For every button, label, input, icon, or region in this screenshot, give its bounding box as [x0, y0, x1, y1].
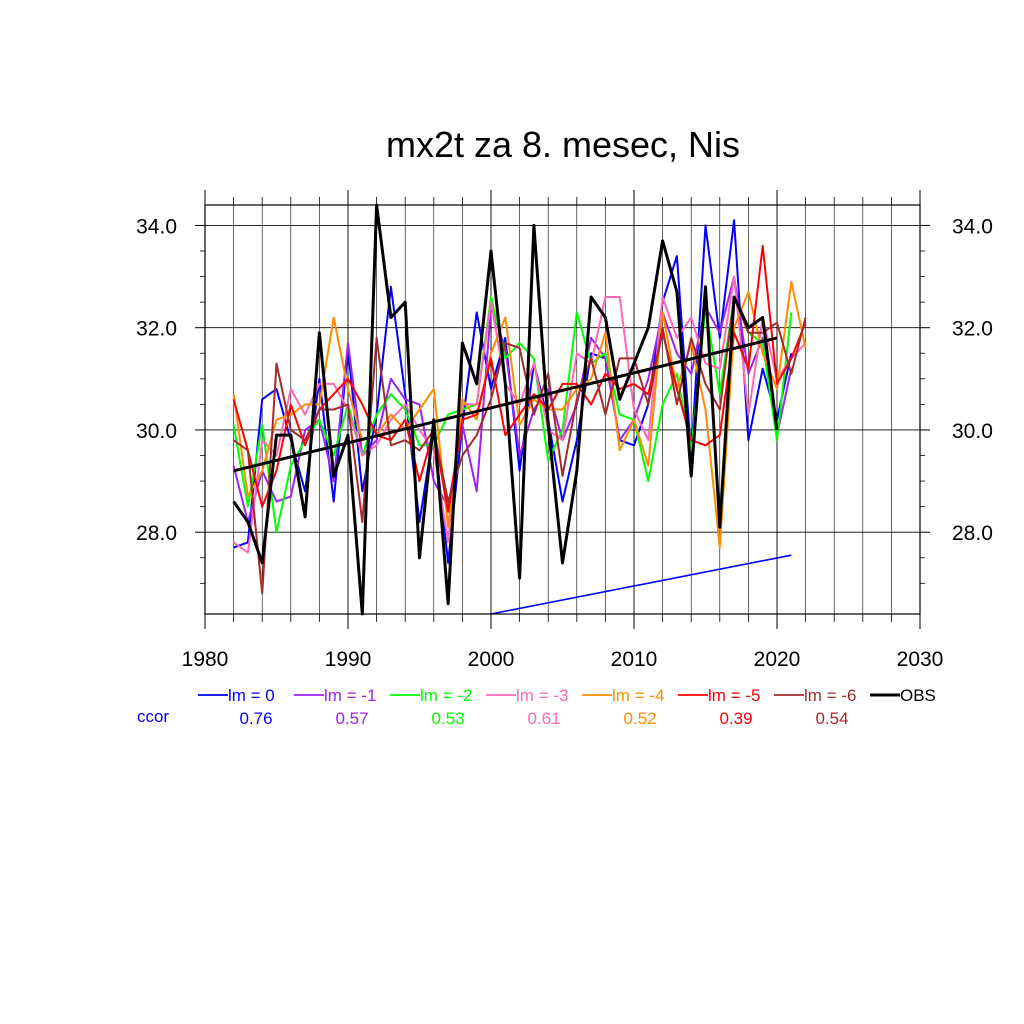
y-tick-label-right: 32.0 [952, 318, 993, 341]
legend-label-2: lm = -2 [420, 686, 472, 705]
series-line-4 [232, 280, 807, 549]
legend-label-1: lm = -1 [324, 686, 376, 705]
y-tick-label-right: 30.0 [952, 420, 993, 443]
trend-line-lower [490, 554, 792, 615]
plot-frame [204, 204, 921, 615]
trend-lines [490, 554, 792, 615]
y-tick-label-right: 34.0 [952, 215, 993, 238]
legend-ccor-2: 0.53 [431, 709, 464, 728]
series-line-5 [232, 244, 807, 513]
y-tick-label: 28.0 [136, 522, 177, 545]
x-tick-label: 2030 [897, 648, 944, 671]
x-tick-label: 2000 [468, 648, 515, 671]
legend-ccor-1: 0.57 [335, 709, 368, 728]
y-tick-label-right: 28.0 [952, 522, 993, 545]
legend-ccor-0: 0.76 [239, 709, 272, 728]
legend-label-3: lm = -3 [516, 686, 568, 705]
series-line-6 [233, 296, 807, 595]
legend-label-0: lm = 0 [228, 686, 275, 705]
legend-ccor-3: 0.61 [527, 709, 560, 728]
legend-label-5: lm = -5 [708, 686, 760, 705]
legend-label-4: lm = -4 [612, 686, 664, 705]
legend-label-7: OBS [900, 686, 936, 705]
legend-label-6: lm = -6 [804, 686, 856, 705]
x-tick-label: 2020 [754, 648, 801, 671]
legend-ccor-4: 0.52 [623, 709, 656, 728]
series-line-0 [233, 219, 793, 564]
legend: lm = 0 0.76 lm = -1 0.57 lm = -2 0.53 lm = -3 0… [198, 686, 936, 728]
legend-ccor-5: 0.39 [719, 709, 752, 728]
y-tick-label: 34.0 [136, 215, 177, 238]
legend-ccor-6: 0.54 [815, 709, 848, 728]
axes: 1980 1990 2000 2010 2020 2030 28.0 28.0 30.0 30.0… [136, 190, 993, 671]
ccor-label: ccor [137, 707, 169, 726]
series-line-7 [232, 203, 779, 616]
x-tick-label: 1990 [325, 648, 372, 671]
y-tick-label: 30.0 [136, 420, 177, 443]
chart-title: mx2t za 8. mesec, Nis [386, 124, 740, 165]
x-tick-label: 1980 [182, 648, 229, 671]
trend-line-obs [233, 336, 778, 473]
y-tick-label: 32.0 [136, 318, 177, 341]
x-tick-label: 2010 [611, 648, 658, 671]
